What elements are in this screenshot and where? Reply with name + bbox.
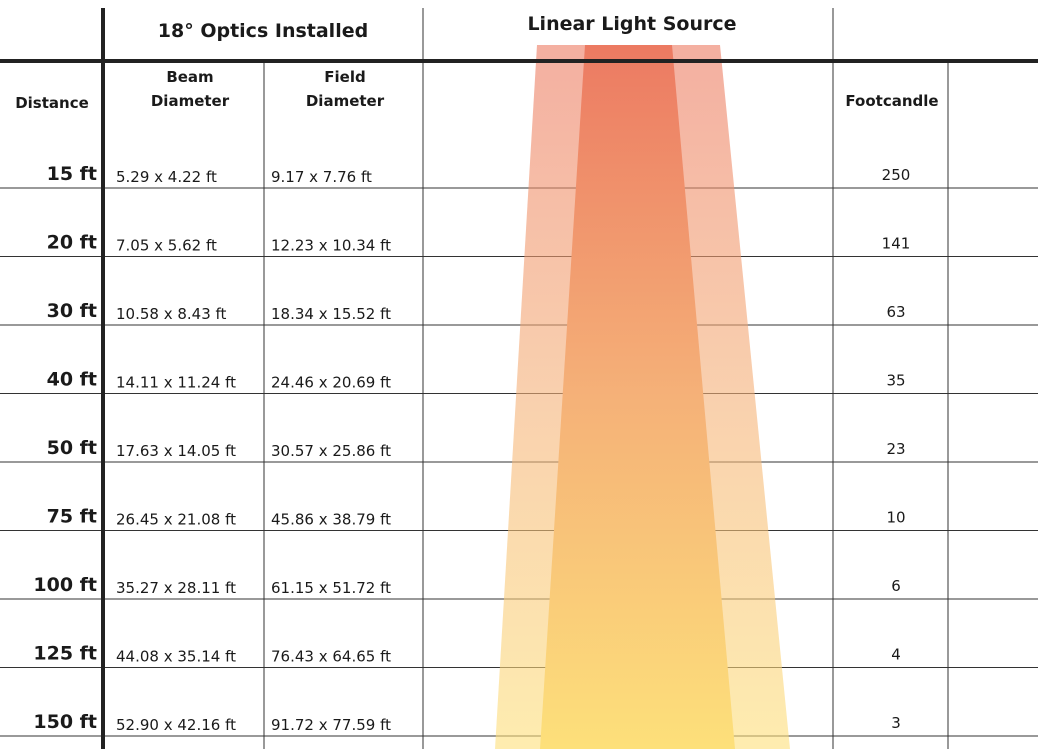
beam-diameter: 7.05 x 5.62 ft [116,237,217,255]
distance: 150 ft [33,711,97,733]
footcandle: 23 [886,440,905,458]
footcandle: 3 [891,714,901,732]
beam-diameter: 52.90 x 42.16 ft [116,716,236,734]
distance: 20 ft [47,232,97,254]
footcandle: 250 [882,166,911,184]
photometric-table: 18° Optics Installed Linear Light Source… [0,0,1038,749]
field-diameter: 76.43 x 64.65 ft [271,648,391,666]
footcandle: 6 [891,577,901,595]
col-header: Diameter [151,92,230,110]
beam-diameter: 35.27 x 28.11 ft [116,579,236,597]
optics-title: 18° Optics Installed [158,20,368,42]
field-diameter: 18.34 x 15.52 ft [271,305,391,323]
field-diameter: 24.46 x 20.69 ft [271,374,391,392]
footcandle: 10 [886,509,905,527]
col-header: Footcandle [845,92,938,110]
distance: 50 ft [47,437,97,459]
beam-diameter: 26.45 x 21.08 ft [116,511,236,529]
distance: 15 ft [47,163,97,185]
footcandle: 35 [886,372,905,390]
footcandle: 141 [882,235,911,253]
page: 18° Optics Installed Linear Light Source… [0,0,1038,749]
beam-diameter: 5.29 x 4.22 ft [116,168,217,186]
distance: 40 ft [47,369,97,391]
field-diameter: 61.15 x 51.72 ft [271,579,391,597]
field-diameter: 45.86 x 38.79 ft [271,511,391,529]
field-diameter: 30.57 x 25.86 ft [271,442,391,460]
distance: 30 ft [47,300,97,322]
footcandle: 4 [891,646,901,664]
distance: 100 ft [33,574,97,596]
col-header: Diameter [306,92,385,110]
field-diameter: 9.17 x 7.76 ft [271,168,372,186]
beam-diameter: 10.58 x 8.43 ft [116,305,227,323]
col-header: Field [324,68,365,86]
col-header: Distance [15,94,89,112]
field-diameter: 91.72 x 77.59 ft [271,716,391,734]
beam-diameter: 44.08 x 35.14 ft [116,648,236,666]
field-diameter: 12.23 x 10.34 ft [271,237,391,255]
footcandle: 63 [886,303,905,321]
distance: 125 ft [33,643,97,665]
source-title: Linear Light Source [527,13,736,35]
beam-diameter: 17.63 x 14.05 ft [116,442,236,460]
beam-diameter: 14.11 x 11.24 ft [116,374,236,392]
distance: 75 ft [47,506,97,528]
col-header: Beam [166,68,213,86]
